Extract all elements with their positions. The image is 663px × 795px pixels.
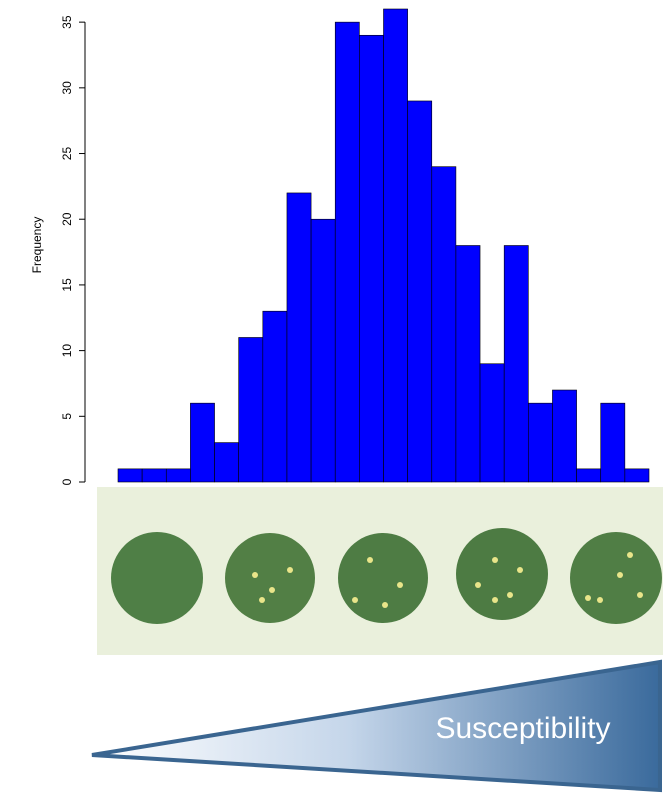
bar (408, 101, 432, 482)
bar (601, 403, 625, 482)
y-tick-label: 35 (60, 15, 74, 29)
bar (142, 469, 166, 482)
bar (480, 364, 504, 482)
chart: Frequency Susceptibility 0 5 10 15 20 25 30 35 (0, 0, 663, 795)
y-tick-label: 20 (60, 212, 74, 226)
bar (166, 469, 190, 482)
photo (97, 487, 663, 655)
y-tick-label: 0 (60, 478, 74, 485)
y-tick-label: 15 (60, 278, 74, 292)
bar (577, 469, 601, 482)
bar (335, 22, 359, 482)
bar (311, 219, 335, 482)
bar (190, 403, 214, 482)
y-tick-label: 30 (60, 81, 74, 95)
bar (263, 311, 287, 482)
bar (215, 443, 239, 482)
leaf-disc (570, 532, 662, 624)
bar (552, 390, 576, 482)
bar (504, 246, 528, 483)
bar (239, 337, 263, 482)
bar (359, 35, 383, 482)
y-tick-label: 5 (60, 413, 74, 420)
leaf-disc (225, 533, 315, 623)
annotation: Susceptibility (435, 712, 610, 745)
bar (625, 469, 649, 482)
bar (528, 403, 552, 482)
y-axis-label: Frequency (30, 217, 44, 274)
bar (432, 167, 456, 482)
leaf-disc (456, 528, 548, 620)
leaf-disc (111, 532, 203, 624)
bar (118, 469, 142, 482)
bar (456, 246, 480, 483)
y-tick-label: 25 (60, 147, 74, 161)
y-tick-label: 10 (60, 344, 74, 358)
bar (384, 9, 408, 482)
bar (287, 193, 311, 482)
leaf-disc (338, 533, 428, 623)
